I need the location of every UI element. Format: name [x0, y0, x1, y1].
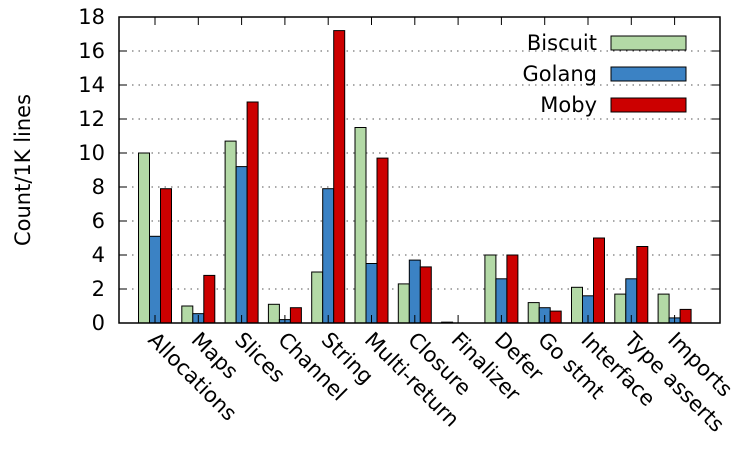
bar-golang-allocations	[149, 235, 161, 324]
y-tick-label: 6	[92, 209, 105, 233]
bar-biscuit-closure	[397, 283, 410, 324]
bar-moby-type-asserts	[636, 246, 649, 324]
y-tick-label: 12	[78, 107, 105, 131]
bar-moby-multi-return	[376, 157, 389, 324]
bar-moby-imports	[679, 308, 692, 324]
bar-moby-interface	[593, 237, 605, 324]
legend-swatch-golang	[610, 66, 687, 82]
bar-moby-channel	[289, 307, 302, 324]
bar-biscuit-slices	[224, 140, 237, 324]
legend: Biscuit Golang Moby	[523, 31, 687, 117]
bar-moby-defer	[506, 254, 519, 324]
bar-biscuit-allocations	[138, 152, 150, 324]
y-tick-label: 16	[78, 39, 105, 63]
y-tick-label: 0	[92, 311, 105, 335]
bar-golang-multi-return	[365, 263, 378, 324]
bar-biscuit-imports	[657, 293, 670, 324]
bar-biscuit-channel	[267, 303, 280, 324]
bar-biscuit-interface	[571, 286, 583, 324]
bar-moby-maps	[203, 274, 216, 324]
bar-biscuit-maps	[181, 305, 194, 324]
bar-biscuit-multi-return	[354, 127, 367, 324]
legend-label-biscuit: Biscuit	[527, 31, 597, 55]
legend-swatch-moby	[610, 97, 687, 113]
y-axis: 0 2 4 6 8 10 12 14 16 18	[78, 5, 720, 335]
y-tick-label: 14	[78, 73, 105, 97]
gridlines	[119, 50, 720, 290]
y-tick-label: 8	[92, 175, 105, 199]
bar-biscuit-defer	[484, 254, 497, 324]
bar-moby-string	[333, 30, 346, 324]
bar-moby-slices	[246, 101, 259, 324]
y-tick-label: 18	[78, 5, 105, 29]
y-axis-title: Count/1K lines	[11, 94, 35, 246]
bar-golang-string	[322, 188, 335, 324]
bar-golang-slices	[235, 166, 248, 324]
bar-moby-closure	[419, 266, 432, 324]
bar-biscuit-go-stmt	[527, 302, 540, 324]
bar-biscuit-type-asserts	[614, 293, 627, 324]
y-tick-label: 4	[92, 243, 105, 267]
y-tick-label: 10	[78, 141, 105, 165]
bar-moby-go-stmt	[549, 310, 562, 324]
legend-swatch-biscuit	[610, 35, 687, 51]
bar-biscuit-string	[311, 271, 324, 324]
legend-label-moby: Moby	[540, 93, 597, 117]
plot-frame	[118, 16, 721, 324]
legend-label-golang: Golang	[523, 62, 597, 86]
bars	[138, 30, 692, 324]
bar-golang-closure	[408, 259, 421, 324]
y-tick-label: 2	[92, 277, 105, 301]
bar-moby-allocations	[160, 188, 172, 324]
